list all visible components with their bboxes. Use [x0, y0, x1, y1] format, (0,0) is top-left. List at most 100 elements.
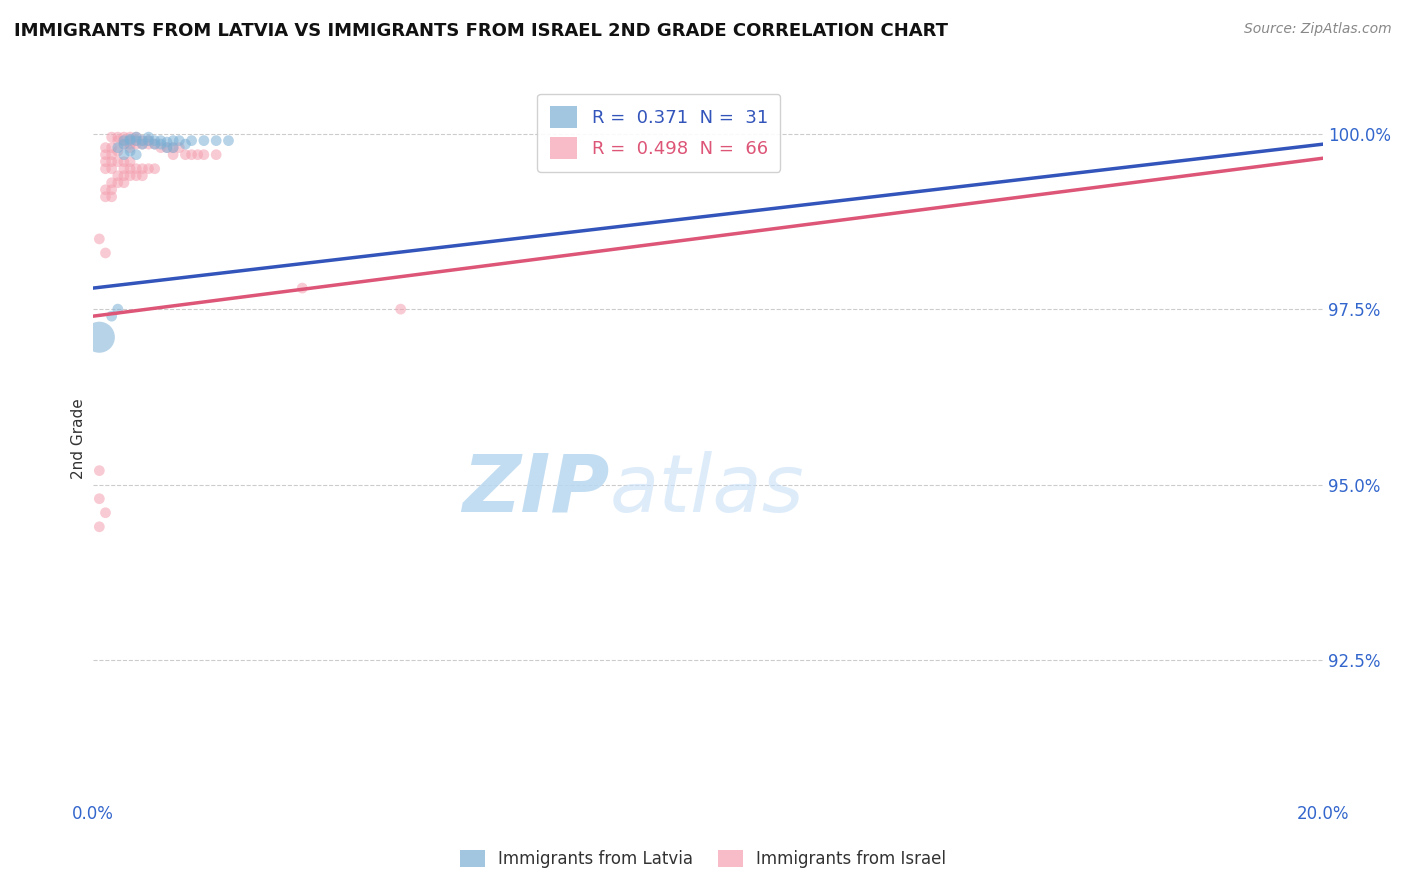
Point [149, 141, 172, 155]
Point [100, 309, 122, 323]
Point [138, 137, 160, 152]
Y-axis label: 2nd Grade: 2nd Grade [72, 399, 86, 479]
Point [112, 161, 135, 176]
Point [138, 130, 160, 145]
Point [100, 190, 122, 204]
Point [143, 161, 166, 176]
Point [120, 130, 142, 145]
Point [112, 137, 135, 152]
Point [156, 135, 179, 149]
Point [169, 134, 191, 148]
Text: Source: ZipAtlas.com: Source: ZipAtlas.com [1244, 22, 1392, 37]
Point [205, 147, 228, 161]
Point [112, 154, 135, 169]
Legend: R =  0.371  N =  31, R =  0.498  N =  66: R = 0.371 N = 31, R = 0.498 N = 66 [537, 94, 780, 172]
Point [138, 134, 160, 148]
Point [107, 176, 129, 190]
Point [107, 130, 129, 145]
Point [94, 161, 117, 176]
Point [138, 161, 160, 176]
Point [162, 141, 184, 155]
Point [89, 520, 111, 534]
Point [94, 246, 117, 260]
Point [120, 169, 142, 183]
Point [131, 137, 153, 152]
Legend: Immigrants from Latvia, Immigrants from Israel: Immigrants from Latvia, Immigrants from … [453, 843, 953, 875]
Point [112, 134, 135, 148]
Point [94, 154, 117, 169]
Text: atlas: atlas [610, 450, 804, 529]
Text: IMMIGRANTS FROM LATVIA VS IMMIGRANTS FROM ISRAEL 2ND GRADE CORRELATION CHART: IMMIGRANTS FROM LATVIA VS IMMIGRANTS FRO… [14, 22, 948, 40]
Point [125, 130, 148, 145]
Point [131, 134, 153, 148]
Point [125, 169, 148, 183]
Point [120, 132, 142, 146]
Point [291, 281, 314, 295]
Point [162, 141, 184, 155]
Point [149, 134, 172, 148]
Point [94, 183, 117, 197]
Point [94, 506, 117, 520]
Point [125, 161, 148, 176]
Point [120, 137, 142, 152]
Point [131, 134, 153, 148]
Point [89, 330, 111, 344]
Point [100, 147, 122, 161]
Point [107, 134, 129, 148]
Point [100, 176, 122, 190]
Point [120, 154, 142, 169]
Point [389, 302, 412, 317]
Point [131, 161, 153, 176]
Point [107, 302, 129, 317]
Point [125, 130, 148, 145]
Point [156, 141, 179, 155]
Point [218, 134, 240, 148]
Point [162, 134, 184, 148]
Point [138, 134, 160, 148]
Point [174, 147, 197, 161]
Point [193, 134, 215, 148]
Point [112, 137, 135, 152]
Point [112, 169, 135, 183]
Point [149, 137, 172, 152]
Point [180, 147, 202, 161]
Text: ZIP: ZIP [463, 450, 610, 529]
Point [89, 232, 111, 246]
Point [193, 147, 215, 161]
Point [125, 134, 148, 148]
Point [100, 161, 122, 176]
Point [125, 134, 148, 148]
Point [120, 134, 142, 148]
Point [107, 154, 129, 169]
Point [156, 141, 179, 155]
Point [205, 134, 228, 148]
Point [143, 137, 166, 152]
Point [120, 134, 142, 148]
Point [112, 147, 135, 161]
Point [120, 161, 142, 176]
Point [100, 130, 122, 145]
Point [120, 141, 142, 155]
Point [107, 144, 129, 158]
Point [187, 147, 209, 161]
Point [180, 134, 202, 148]
Point [94, 147, 117, 161]
Point [89, 491, 111, 506]
Point [131, 137, 153, 152]
Point [94, 141, 117, 155]
Point [120, 144, 142, 158]
Point [125, 147, 148, 161]
Point [100, 154, 122, 169]
Point [112, 134, 135, 148]
Point [112, 130, 135, 145]
Point [94, 190, 117, 204]
Point [125, 137, 148, 152]
Point [131, 169, 153, 183]
Point [162, 147, 184, 161]
Point [107, 141, 129, 155]
Point [143, 137, 166, 152]
Point [112, 176, 135, 190]
Point [174, 137, 197, 152]
Point [100, 183, 122, 197]
Point [107, 169, 129, 183]
